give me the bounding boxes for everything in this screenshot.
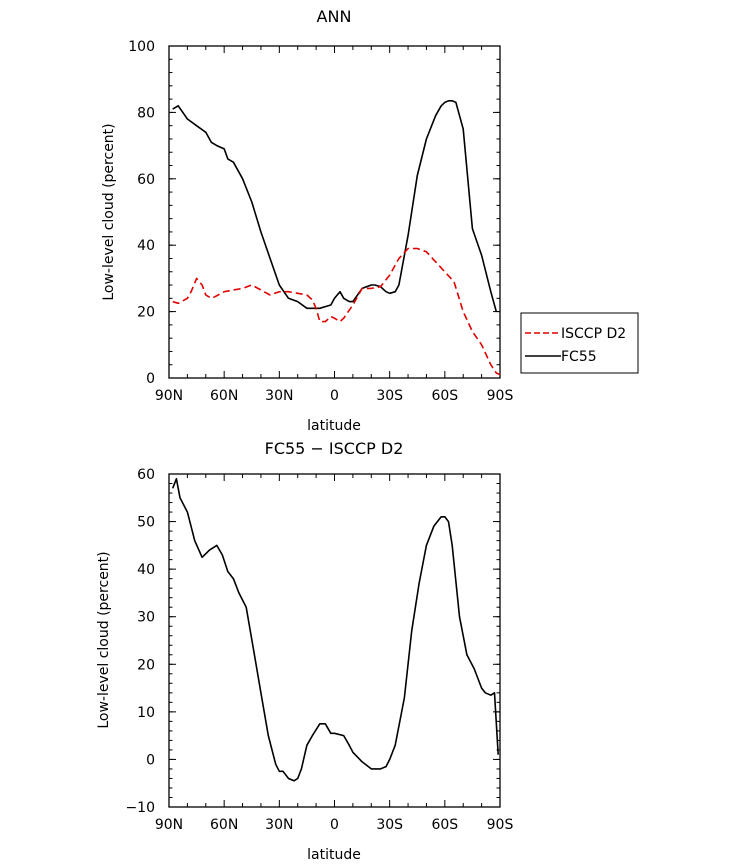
chart-title: ANN xyxy=(317,7,352,26)
y-tick-label: 40 xyxy=(137,238,155,254)
series-line-fc55 xyxy=(172,100,498,312)
y-tick-label: 0 xyxy=(146,752,155,768)
x-tick-label: 90S xyxy=(487,817,514,833)
x-tick-label: 60N xyxy=(210,388,238,404)
y-tick-label: 20 xyxy=(137,305,155,321)
x-axis-label: latitude xyxy=(307,418,361,434)
x-tick-label: 30S xyxy=(376,817,403,833)
x-tick-label: 60S xyxy=(431,388,458,404)
legend-label-isccp: ISCCP D2 xyxy=(561,326,626,342)
y-axis-label: Low-level cloud (percent) xyxy=(96,551,112,728)
y-axis-label: Low-level cloud (percent) xyxy=(101,123,117,300)
axis-ticks: 90N 60N 30N 0 30S 60S 90S 0 20 40 60 80 100 xyxy=(128,39,513,404)
x-tick-label: 90S xyxy=(487,388,514,404)
bottom-panel: FC55 − ISCCP D2 90N 60N 30N 0 30S 60S 90S −10 0 1… xyxy=(96,439,513,863)
series-layer xyxy=(171,477,499,782)
y-tick-label: 30 xyxy=(137,610,155,626)
y-tick-label: 60 xyxy=(137,172,155,188)
series-line-fc55-isccp-d2 xyxy=(171,477,499,782)
x-tick-label: 30N xyxy=(265,388,293,404)
x-tick-label: 90N xyxy=(155,817,183,833)
x-tick-label: 60N xyxy=(210,817,238,833)
legend-label-fc55: FC55 xyxy=(561,349,597,365)
top-panel: ANN 90N 60N 30N 0 30S 60S 90S 0 20 40 60 80 100 lati… xyxy=(101,7,639,434)
x-tick-label: 30N xyxy=(265,817,293,833)
y-tick-label: 60 xyxy=(137,467,155,483)
y-tick-label: 40 xyxy=(137,562,155,578)
chart-title: FC55 − ISCCP D2 xyxy=(265,439,404,458)
y-tick-label: 20 xyxy=(137,657,155,673)
y-tick-label: 100 xyxy=(128,39,155,55)
axis-ticks: 90N 60N 30N 0 30S 60S 90S −10 0 10 20 30 40 50 60 xyxy=(125,467,513,833)
legend: ISCCP D2 FC55 xyxy=(520,312,639,374)
x-tick-label: 30S xyxy=(376,388,403,404)
plot-frame xyxy=(168,473,501,808)
x-tick-label: 60S xyxy=(431,817,458,833)
x-tick-label: 0 xyxy=(330,388,339,404)
x-axis-label: latitude xyxy=(307,847,361,863)
series-layer xyxy=(172,100,501,376)
legend-box xyxy=(520,312,639,374)
y-tick-label: 10 xyxy=(137,705,155,721)
x-tick-label: 0 xyxy=(330,817,339,833)
series-line-isccp-d2 xyxy=(172,247,501,376)
plot-frame xyxy=(168,45,501,379)
y-tick-label: −10 xyxy=(125,800,155,816)
y-tick-label: 50 xyxy=(137,515,155,531)
y-tick-label: 80 xyxy=(137,105,155,121)
y-tick-label: 0 xyxy=(146,371,155,387)
x-tick-label: 90N xyxy=(155,388,183,404)
